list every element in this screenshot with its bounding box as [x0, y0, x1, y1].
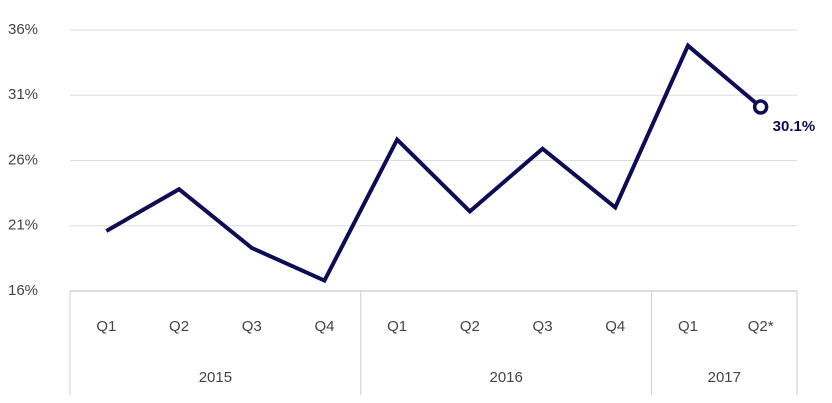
x-tick-label: Q2* — [748, 318, 774, 335]
x-tick-label: Q1 — [678, 318, 698, 335]
x-tick-label: Q4 — [314, 318, 334, 335]
end-marker — [752, 99, 769, 115]
data-label: 30.1% — [773, 118, 816, 135]
y-tick-label: 16% — [8, 282, 38, 299]
series-line — [105, 42, 762, 284]
y-tick-label: 31% — [8, 86, 38, 103]
group-label: 2017 — [708, 369, 741, 386]
x-tick-label: Q2 — [169, 318, 189, 335]
group-label: 2016 — [490, 369, 523, 386]
x-tick-label: Q3 — [242, 318, 262, 335]
group-label: 2015 — [199, 369, 232, 386]
x-tick-label: Q1 — [96, 318, 116, 335]
x-tick-label: Q3 — [533, 318, 553, 335]
x-tick-label: Q4 — [605, 318, 625, 335]
x-tick-label: Q2 — [460, 318, 480, 335]
y-tick-label: 36% — [8, 21, 38, 38]
y-tick-label: 26% — [8, 151, 38, 168]
x-tick-label: Q1 — [387, 318, 407, 335]
y-tick-label: 21% — [8, 217, 38, 234]
